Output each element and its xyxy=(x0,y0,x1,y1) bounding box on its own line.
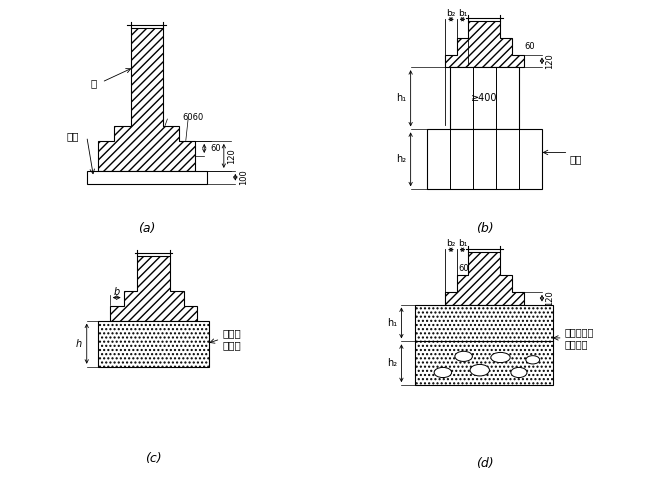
Text: 120: 120 xyxy=(546,53,554,69)
Polygon shape xyxy=(445,252,523,304)
Bar xyxy=(87,171,206,183)
Text: h₂: h₂ xyxy=(387,358,397,368)
Text: b: b xyxy=(113,287,120,297)
Text: 120: 120 xyxy=(227,148,237,164)
Text: b₂: b₂ xyxy=(446,9,455,18)
Text: ≥400: ≥400 xyxy=(471,93,498,103)
Ellipse shape xyxy=(455,351,473,361)
Text: 60: 60 xyxy=(210,144,221,153)
Polygon shape xyxy=(445,21,523,67)
Bar xyxy=(98,321,209,367)
Bar xyxy=(450,67,519,130)
Text: (a): (a) xyxy=(138,222,156,235)
Text: h₂: h₂ xyxy=(396,155,406,164)
Text: 100: 100 xyxy=(239,169,248,185)
Text: 120: 120 xyxy=(546,290,554,306)
Text: 垫层: 垫层 xyxy=(67,132,79,141)
Text: b₁: b₁ xyxy=(458,240,467,249)
Polygon shape xyxy=(110,256,197,321)
Text: b₁: b₁ xyxy=(458,9,467,18)
Text: 6060: 6060 xyxy=(182,113,204,122)
Text: h₁: h₁ xyxy=(396,93,406,103)
Text: 60: 60 xyxy=(458,264,469,273)
Text: h₁: h₁ xyxy=(387,318,397,328)
Bar xyxy=(415,304,554,385)
Ellipse shape xyxy=(526,356,540,364)
Text: (c): (c) xyxy=(145,452,162,466)
Ellipse shape xyxy=(434,367,451,378)
Text: 毛石混凝土
或混凝土: 毛石混凝土 或混凝土 xyxy=(565,327,594,348)
Text: 灰土或
三合土: 灰土或 三合土 xyxy=(223,328,241,350)
Ellipse shape xyxy=(470,364,490,376)
Text: 60: 60 xyxy=(525,42,535,51)
Text: h: h xyxy=(76,339,82,348)
Text: 砖: 砖 xyxy=(90,78,97,88)
Bar xyxy=(427,130,542,189)
Text: b₂: b₂ xyxy=(446,240,455,249)
Ellipse shape xyxy=(511,367,527,378)
Ellipse shape xyxy=(491,352,510,362)
Text: (b): (b) xyxy=(476,222,493,235)
Polygon shape xyxy=(98,28,195,171)
Text: 毛石: 毛石 xyxy=(569,155,582,164)
Text: (d): (d) xyxy=(476,457,493,470)
